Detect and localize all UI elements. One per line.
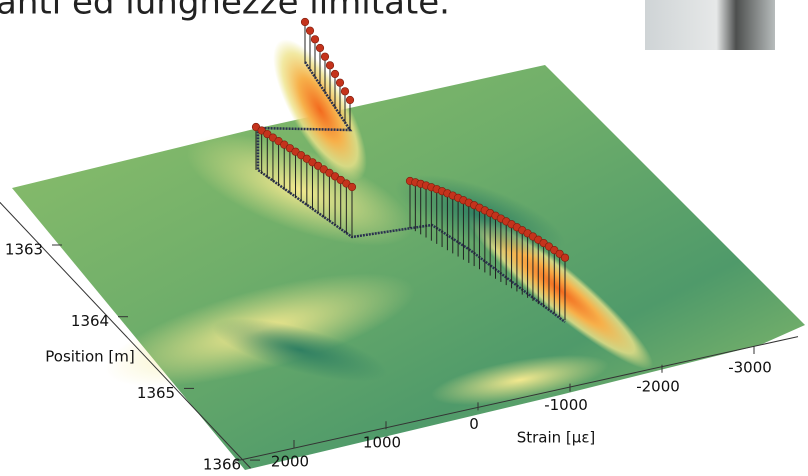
y-tick-label: 1365 xyxy=(137,384,175,402)
axes: 1363 1364 1365 1366 2000 1000 0 -1000 -2000 -3000 xyxy=(0,201,799,474)
fiber-path xyxy=(256,61,566,323)
stem-head xyxy=(300,17,310,27)
y-tick-label: 1363 xyxy=(5,241,43,259)
x-tick-label: -1000 xyxy=(544,396,588,414)
heading: anti ed lunghezze limitate. xyxy=(0,0,450,23)
x-tick-label: 0 xyxy=(469,415,479,433)
y-tick-label: 1366 xyxy=(203,456,241,474)
x-tick-label: 1000 xyxy=(363,434,401,452)
x-axis-line xyxy=(233,336,799,462)
stem-head xyxy=(330,69,340,79)
sensor-stems xyxy=(251,17,570,323)
x-tick-label: -3000 xyxy=(728,359,772,377)
stem-head xyxy=(560,253,570,262)
stem-head xyxy=(320,52,330,61)
stem-head xyxy=(345,95,355,105)
stem-head xyxy=(335,78,345,87)
y-tick-label: 1364 xyxy=(71,312,109,330)
stem-head xyxy=(305,26,315,35)
x-tick-label: 2000 xyxy=(271,453,309,471)
photo xyxy=(645,0,775,50)
y-axis-line xyxy=(0,201,251,469)
surface xyxy=(12,39,805,470)
stem-head xyxy=(315,43,325,53)
stem-head xyxy=(310,35,320,44)
x-tick-label: -2000 xyxy=(636,377,680,395)
stem-head xyxy=(347,182,357,192)
y-axis-label: Position [m] xyxy=(45,348,135,366)
stem-head xyxy=(340,87,350,96)
stem-head xyxy=(325,61,335,70)
x-axis-label: Strain [µε] xyxy=(517,429,596,447)
